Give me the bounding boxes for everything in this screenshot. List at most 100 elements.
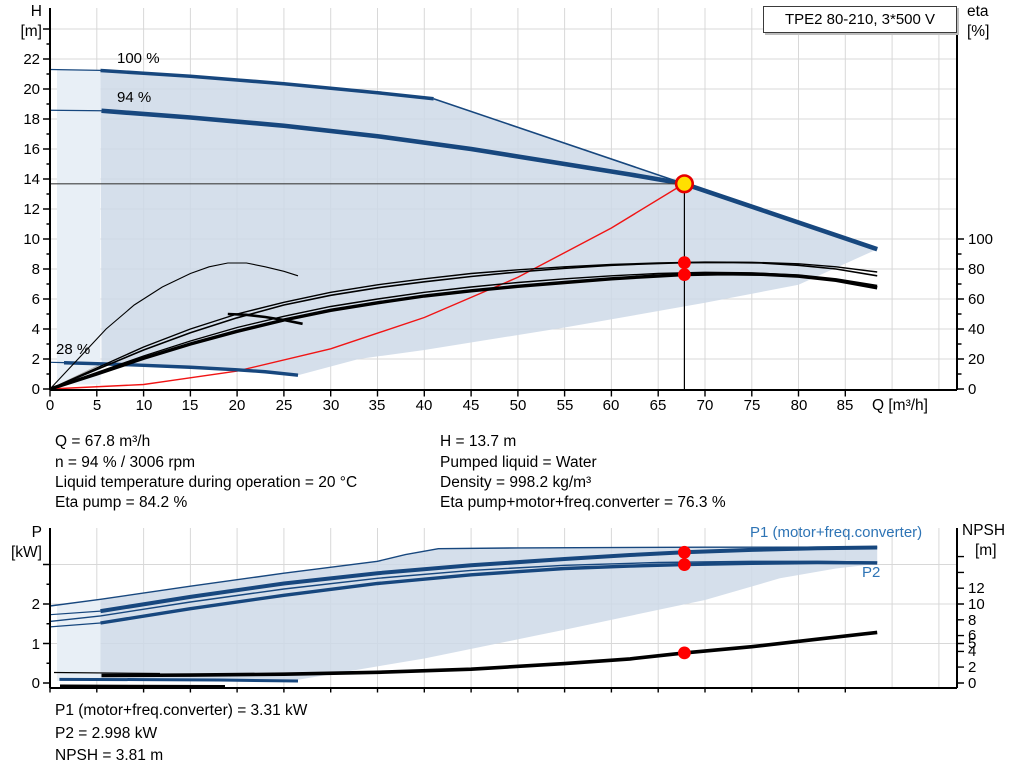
npsh-tick-label: 4 bbox=[968, 643, 977, 660]
q-tick-label: 0 bbox=[45, 397, 55, 414]
eta-total-28-tail bbox=[227, 312, 303, 326]
q-tick-label: 20 bbox=[228, 397, 246, 414]
speed-28-curve bbox=[63, 361, 299, 377]
h-tick-label: 8 bbox=[31, 261, 40, 278]
duty-density-text: Density = 998.2 kg/m³ bbox=[440, 474, 592, 491]
eta-pump-94-curve bbox=[49, 261, 878, 390]
eta-tick-label: 60 bbox=[968, 291, 985, 308]
q-tick-label: 70 bbox=[696, 397, 714, 414]
q-tick-label: 15 bbox=[181, 397, 199, 414]
q-tick-label: 85 bbox=[836, 397, 854, 414]
q-tick-label: 45 bbox=[462, 397, 480, 414]
h-axis-unit: [m] bbox=[20, 23, 42, 40]
p1-curve-label: P1 (motor+freq.converter) bbox=[750, 524, 923, 541]
duty-flow-text: Q = 67.8 m³/h bbox=[55, 433, 151, 450]
h-tick-label: 14 bbox=[23, 171, 40, 188]
p1-100-curve bbox=[49, 546, 878, 607]
h-tick-label: 22 bbox=[23, 51, 40, 68]
operating-envelope-lowflow-region bbox=[57, 69, 101, 385]
npsh-tick-label: 6 bbox=[968, 627, 977, 644]
power-envelope-region bbox=[100, 547, 878, 681]
p2-94-curve bbox=[100, 560, 878, 625]
h-tick-label: 12 bbox=[23, 201, 40, 218]
operating-point[interactable] bbox=[674, 174, 695, 194]
speed-94-curve bbox=[101, 108, 878, 252]
p2-100-curve bbox=[49, 560, 878, 623]
npsh-curve bbox=[101, 630, 878, 678]
speed-100-curve bbox=[100, 68, 434, 101]
npsh-tick-label: 0 bbox=[968, 675, 977, 692]
duty-speed-text: n = 94 % / 3006 rpm bbox=[55, 454, 196, 471]
npsh-tick-label: 12 bbox=[968, 580, 985, 597]
eta-total-94-curve bbox=[49, 272, 878, 391]
h-tick-label: 10 bbox=[23, 231, 40, 248]
p-axis-unit: [kW] bbox=[11, 544, 42, 561]
q-tick-label: 30 bbox=[322, 397, 340, 414]
eta-tick-label: 80 bbox=[968, 261, 985, 278]
h-tick-label: 18 bbox=[23, 111, 40, 128]
speed-28-label: 28 % bbox=[56, 341, 91, 358]
q-tick-label: 75 bbox=[743, 397, 761, 414]
eta-pump-28-curve bbox=[49, 262, 299, 390]
q-axis-title: Q [m³/h] bbox=[872, 397, 928, 414]
q-tick-label: 10 bbox=[135, 397, 153, 414]
q-tick-label: 55 bbox=[556, 397, 574, 414]
h-axis-title: H bbox=[30, 3, 42, 20]
p-tick-label: 0 bbox=[31, 675, 40, 692]
power-28-curve bbox=[59, 677, 299, 683]
p1-marker bbox=[678, 545, 691, 559]
q-tick-label: 25 bbox=[275, 397, 293, 414]
npsh-tick-label: 10 bbox=[968, 596, 985, 613]
low-speed-baseline bbox=[59, 684, 226, 688]
bottom-chart-axes bbox=[49, 528, 958, 689]
speed-94-label: 94 % bbox=[117, 89, 152, 106]
q-tick-label: 40 bbox=[415, 397, 433, 414]
npsh-tick-label: 2 bbox=[968, 659, 977, 676]
npsh-tick-label: 8 bbox=[968, 612, 977, 629]
duty-liquid-text: Pumped liquid = Water bbox=[440, 454, 597, 471]
h-tick-label: 0 bbox=[31, 381, 40, 398]
npsh-100-lead bbox=[53, 671, 161, 675]
eta-tick-label: 40 bbox=[968, 321, 985, 338]
eta-tick-label: 20 bbox=[968, 351, 985, 368]
p-tick-label: 2 bbox=[31, 596, 40, 613]
p2-curve-label: P2 bbox=[862, 564, 881, 581]
eta-tick-label: 100 bbox=[968, 231, 994, 248]
q-tick-label: 80 bbox=[790, 397, 808, 414]
h-tick-label: 20 bbox=[23, 81, 40, 98]
eta-pump-marker bbox=[678, 256, 691, 270]
speed-100-curve-lead bbox=[49, 68, 101, 71]
duty-npsh-text: NPSH = 3.81 m bbox=[55, 747, 164, 764]
h-tick-label: 6 bbox=[31, 291, 40, 308]
duty-p2-text: P2 = 2.998 kW bbox=[55, 725, 158, 742]
duty-head-text: H = 13.7 m bbox=[440, 433, 517, 450]
eta-tick-label: 0 bbox=[968, 381, 977, 398]
operating-envelope-region bbox=[100, 70, 878, 376]
npsh-axis-unit: [m] bbox=[975, 542, 997, 559]
speed-94-curve-lead bbox=[49, 109, 102, 112]
p1-94-curve-lead bbox=[49, 610, 101, 616]
duty-eta-pump-text: Eta pump = 84.2 % bbox=[55, 494, 188, 511]
pump-type-title-box: TPE2 80-210, 3*500 V bbox=[763, 6, 957, 33]
npsh-tick-label: 5 bbox=[968, 635, 977, 652]
h-tick-label: 4 bbox=[31, 321, 40, 338]
eta-total-marker bbox=[678, 268, 691, 281]
duty-p1-text: P1 (motor+freq.converter) = 3.31 kW bbox=[55, 702, 308, 719]
h-tick-label: 2 bbox=[31, 351, 40, 368]
q-tick-label: 60 bbox=[602, 397, 620, 414]
speed-100-label: 100 % bbox=[117, 50, 160, 67]
q-tick-label: 5 bbox=[92, 397, 102, 414]
p-tick-label: 1 bbox=[31, 636, 40, 653]
q-tick-label: 65 bbox=[649, 397, 667, 414]
system-curve bbox=[49, 182, 685, 390]
p1-94-curve bbox=[100, 545, 878, 614]
q-tick-label: 50 bbox=[509, 397, 527, 414]
duty-eta-total-text: Eta pump+motor+freq.converter = 76.3 % bbox=[440, 494, 726, 511]
npsh-axis-title: NPSH bbox=[962, 522, 1006, 539]
duty-temperature-text: Liquid temperature during operation = 20… bbox=[55, 474, 358, 491]
p-axis-title: P bbox=[31, 524, 42, 541]
eta-axis-unit: [%] bbox=[967, 23, 990, 40]
top-chart-axes bbox=[49, 8, 958, 391]
